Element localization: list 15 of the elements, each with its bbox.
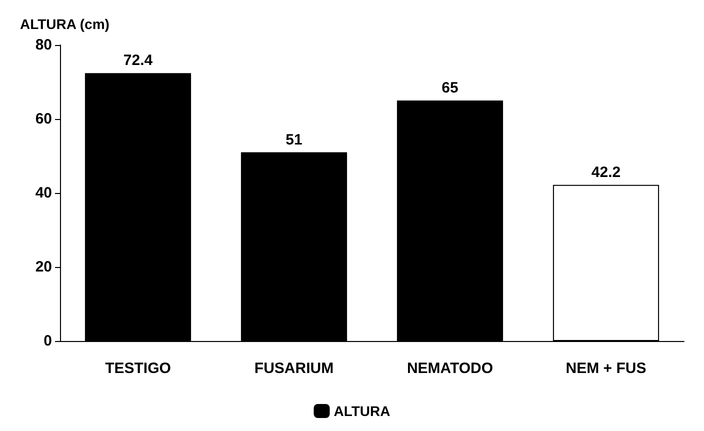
- y-tick-label: 40: [35, 184, 52, 202]
- y-tick-label: 20: [35, 258, 52, 276]
- y-tick-label: 60: [35, 110, 52, 128]
- y-tick-label: 0: [44, 332, 52, 350]
- data-label: 51: [286, 131, 302, 148]
- x-tick-label: TESTIGO: [105, 360, 172, 377]
- y-tick-label: 80: [35, 36, 52, 54]
- data-label: 65: [442, 80, 458, 96]
- data-label: 42.2: [591, 164, 621, 181]
- legend-label: ALTURA: [334, 403, 390, 419]
- x-tick-label: NEMATODO: [406, 360, 494, 377]
- x-tick-label: FUSARIUM: [254, 360, 334, 377]
- data-label: 72.4: [123, 52, 154, 70]
- x-tick-label: NEM + FUS: [566, 360, 646, 377]
- y-axis-title: ALTURA (cm): [20, 16, 110, 32]
